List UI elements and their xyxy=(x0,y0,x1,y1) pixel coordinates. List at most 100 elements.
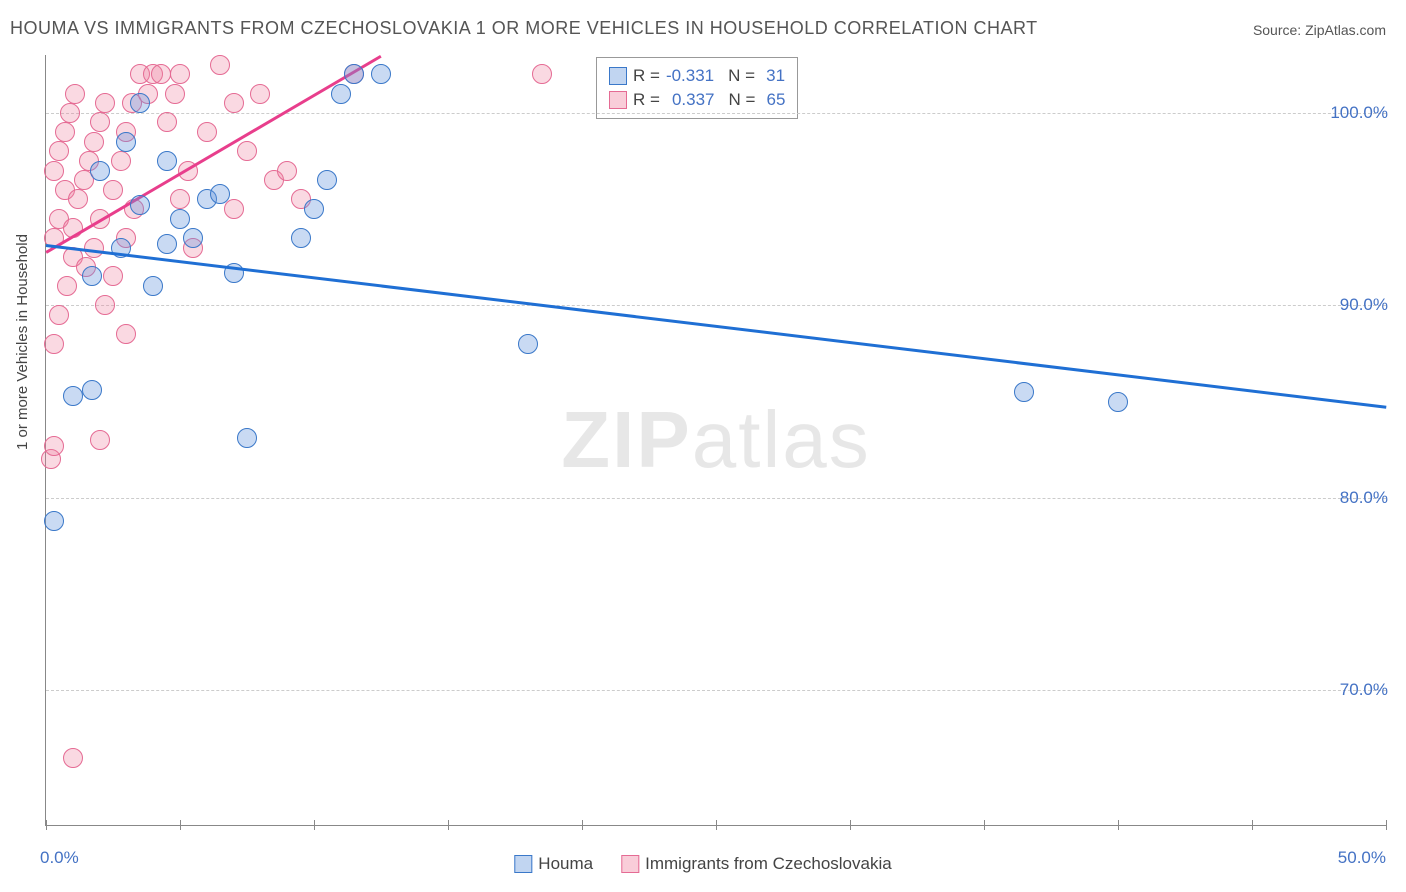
gridline-h xyxy=(46,305,1386,306)
stat-n-2: 65 xyxy=(761,90,785,110)
data-point xyxy=(317,170,337,190)
data-point xyxy=(44,334,64,354)
x-tick-mark xyxy=(448,820,449,830)
x-tick-mark xyxy=(1252,820,1253,830)
data-point xyxy=(157,151,177,171)
source-label: Source: ZipAtlas.com xyxy=(1253,22,1386,38)
trend-line xyxy=(46,244,1386,408)
data-point xyxy=(103,180,123,200)
x-tick-mark xyxy=(1118,820,1119,830)
y-tick-label: 80.0% xyxy=(1340,488,1388,508)
data-point xyxy=(143,276,163,296)
data-point xyxy=(44,511,64,531)
data-point xyxy=(130,195,150,215)
y-tick-label: 90.0% xyxy=(1340,295,1388,315)
data-point xyxy=(103,266,123,286)
data-point xyxy=(277,161,297,181)
stat-n-label: N = xyxy=(728,90,755,110)
data-point xyxy=(57,276,77,296)
data-point xyxy=(116,324,136,344)
source-link[interactable]: ZipAtlas.com xyxy=(1305,22,1386,38)
data-point xyxy=(44,161,64,181)
stat-r-label: R = xyxy=(633,90,660,110)
legend-label-2: Immigrants from Czechoslovakia xyxy=(645,854,892,874)
data-point xyxy=(65,84,85,104)
x-tick-mark xyxy=(716,820,717,830)
gridline-h xyxy=(46,498,1386,499)
stat-r-label: R = xyxy=(633,66,660,86)
watermark-zip: ZIP xyxy=(561,395,691,484)
y-tick-label: 100.0% xyxy=(1330,103,1388,123)
data-point xyxy=(250,84,270,104)
data-point xyxy=(49,305,69,325)
data-point xyxy=(90,112,110,132)
data-point xyxy=(82,266,102,286)
data-point xyxy=(44,436,64,456)
data-point xyxy=(224,199,244,219)
y-tick-label: 70.0% xyxy=(1340,680,1388,700)
data-point xyxy=(90,430,110,450)
gridline-h xyxy=(46,113,1386,114)
watermark-atlas: atlas xyxy=(692,395,871,484)
data-point xyxy=(532,64,552,84)
data-point xyxy=(90,161,110,181)
legend-swatch-blue-icon xyxy=(514,855,532,873)
data-point xyxy=(49,141,69,161)
data-point xyxy=(116,132,136,152)
data-point xyxy=(170,64,190,84)
data-point xyxy=(183,228,203,248)
x-tick-min: 0.0% xyxy=(40,848,79,868)
data-point xyxy=(1108,392,1128,412)
data-point xyxy=(82,380,102,400)
stats-row-2: R = 0.337 N = 65 xyxy=(609,88,785,112)
legend-item-2: Immigrants from Czechoslovakia xyxy=(621,854,892,874)
data-point xyxy=(68,189,88,209)
data-point xyxy=(331,84,351,104)
stat-n-1: 31 xyxy=(761,66,785,86)
swatch-blue-icon xyxy=(609,67,627,85)
y-axis-label: 1 or more Vehicles in Household xyxy=(14,234,31,450)
data-point xyxy=(95,295,115,315)
data-point xyxy=(60,103,80,123)
x-tick-mark xyxy=(850,820,851,830)
data-point xyxy=(237,428,257,448)
data-point xyxy=(55,122,75,142)
data-point xyxy=(63,386,83,406)
legend-label-1: Houma xyxy=(538,854,593,874)
data-point xyxy=(170,209,190,229)
data-point xyxy=(111,151,131,171)
data-point xyxy=(291,228,311,248)
swatch-pink-icon xyxy=(609,91,627,109)
data-point xyxy=(95,93,115,113)
x-tick-mark xyxy=(46,820,47,830)
watermark: ZIPatlas xyxy=(561,394,870,486)
data-point xyxy=(130,93,150,113)
data-point xyxy=(1014,382,1034,402)
data-point xyxy=(84,238,104,258)
x-tick-max: 50.0% xyxy=(1338,848,1386,868)
data-point xyxy=(518,334,538,354)
data-point xyxy=(371,64,391,84)
source-prefix: Source: xyxy=(1253,22,1305,38)
data-point xyxy=(63,748,83,768)
data-point xyxy=(157,112,177,132)
data-point xyxy=(344,64,364,84)
chart-title: HOUMA VS IMMIGRANTS FROM CZECHOSLOVAKIA … xyxy=(10,18,1038,39)
stat-r-1: -0.331 xyxy=(666,66,714,86)
stat-r-2: 0.337 xyxy=(672,90,715,110)
x-tick-mark xyxy=(582,820,583,830)
data-point xyxy=(84,132,104,152)
data-point xyxy=(304,199,324,219)
data-point xyxy=(210,184,230,204)
legend: Houma Immigrants from Czechoslovakia xyxy=(514,854,891,874)
data-point xyxy=(157,234,177,254)
x-tick-mark xyxy=(984,820,985,830)
stats-row-1: R = -0.331 N = 31 xyxy=(609,64,785,88)
legend-item-1: Houma xyxy=(514,854,593,874)
data-point xyxy=(165,84,185,104)
data-point xyxy=(237,141,257,161)
data-point xyxy=(151,64,171,84)
stat-n-label: N = xyxy=(728,66,755,86)
plot-area: ZIPatlas R = -0.331 N = 31 R = 0.337 N =… xyxy=(45,55,1386,826)
data-point xyxy=(224,93,244,113)
